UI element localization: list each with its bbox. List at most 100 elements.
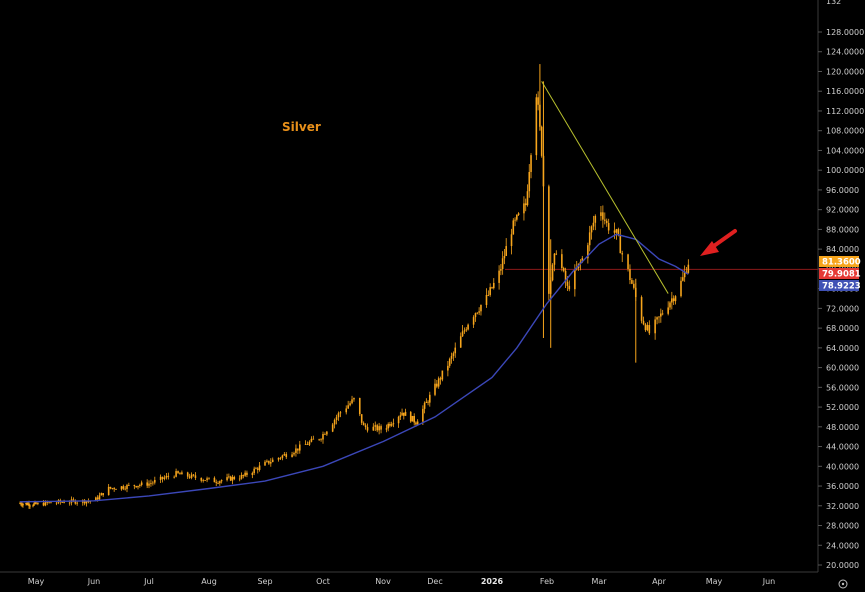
y-tick-label: 32.0000 (826, 502, 859, 511)
price-label-text: 81.3600 (822, 258, 861, 268)
candle-body (246, 472, 248, 475)
candle-body (548, 186, 550, 294)
settings-icon[interactable] (838, 579, 848, 589)
candle-body (270, 462, 272, 464)
candle-body (669, 302, 671, 308)
candle-body (487, 294, 490, 296)
candle-body (331, 424, 334, 432)
candle-body (217, 483, 219, 484)
y-tick-label: 52.0000 (826, 403, 859, 412)
candle-body (555, 253, 558, 255)
x-tick-label: Jun (87, 577, 101, 586)
candle-body (454, 347, 457, 354)
candle-body (358, 397, 361, 415)
candle-body (503, 255, 506, 259)
candle-body (640, 297, 643, 321)
candle-body (206, 478, 208, 481)
price-label-text: 79.9081 (822, 270, 861, 280)
x-tick-label: Dec (427, 577, 442, 586)
candle-body (339, 412, 342, 414)
candle-body (21, 504, 23, 506)
candle-body (63, 502, 65, 503)
y-tick-label: 92.0000 (826, 206, 859, 215)
candle-body (528, 171, 531, 192)
arrow-head (700, 241, 719, 256)
candle-body (387, 423, 389, 429)
x-tick-label: Mar (591, 577, 607, 586)
candle-body (318, 439, 320, 441)
candle-body (615, 229, 618, 233)
candle-body (255, 468, 257, 470)
candle-body (163, 477, 166, 479)
candle-body (397, 416, 400, 424)
candle-body (498, 270, 500, 283)
x-tick-label: May (706, 577, 723, 586)
candle-body (107, 486, 110, 496)
candle-body (179, 473, 181, 475)
candle-body (181, 472, 183, 475)
candle-body (226, 477, 228, 481)
candle-body (320, 439, 322, 441)
candle-body (335, 417, 338, 421)
candle-body (378, 426, 380, 431)
candle-body (492, 282, 495, 289)
arrow-shaft (709, 229, 737, 250)
candle-body (588, 232, 591, 246)
candle-body (208, 477, 210, 479)
candle-body (562, 268, 565, 271)
candle-body (385, 428, 388, 430)
y-tick-label: 60.0000 (826, 364, 859, 373)
candle-body (629, 269, 631, 281)
candle-body (293, 452, 295, 455)
candle-body (213, 477, 216, 483)
candle-body (238, 478, 241, 480)
candle-body (20, 503, 22, 505)
candle-body (661, 313, 664, 315)
candle-body (633, 283, 635, 288)
candle-body (122, 486, 125, 489)
candle-body (251, 473, 254, 475)
candle-body (627, 254, 629, 270)
candle-body (392, 423, 395, 425)
candle-body (304, 444, 307, 445)
candle-body (510, 234, 513, 247)
price-label-bg (819, 256, 859, 267)
candle-body (452, 353, 455, 356)
candle-body (186, 472, 189, 477)
price-label: 81.3600 (819, 256, 861, 268)
candle-body (600, 212, 602, 216)
candle-body (152, 482, 154, 484)
candle-body (202, 480, 204, 482)
candle-body (403, 412, 405, 416)
y-tick-label: 88.0000 (826, 225, 859, 234)
candle-body (461, 331, 464, 337)
candle-body (465, 329, 468, 331)
price-label: 79.9081 (819, 268, 861, 280)
candle-body (194, 475, 197, 478)
y-tick-label: 108.0000 (826, 127, 864, 136)
candle-body (29, 505, 31, 507)
candle-body (177, 471, 179, 474)
candle-body (188, 476, 191, 478)
candle-body (154, 479, 156, 483)
candle-body (574, 269, 576, 290)
candle-body (72, 499, 75, 501)
candle-body (229, 476, 232, 481)
candle-body (35, 502, 37, 505)
candle-body (124, 488, 126, 490)
candle-body (139, 484, 141, 486)
candle-body (192, 474, 195, 476)
candle-body (85, 501, 88, 504)
candle-body (411, 416, 414, 422)
y-tick-label: 64.0000 (826, 344, 859, 353)
price-label-bg (819, 280, 859, 291)
candle-body (587, 245, 589, 259)
x-tick-label: Feb (540, 577, 554, 586)
candle-body (439, 378, 442, 380)
candle-body (219, 481, 221, 484)
time-axis[interactable]: May Jun Jul Aug Sep Oct Nov Dec 2026 Feb Mar Apr May… (28, 577, 776, 586)
candle-body (264, 461, 266, 466)
candle-body (253, 468, 255, 474)
